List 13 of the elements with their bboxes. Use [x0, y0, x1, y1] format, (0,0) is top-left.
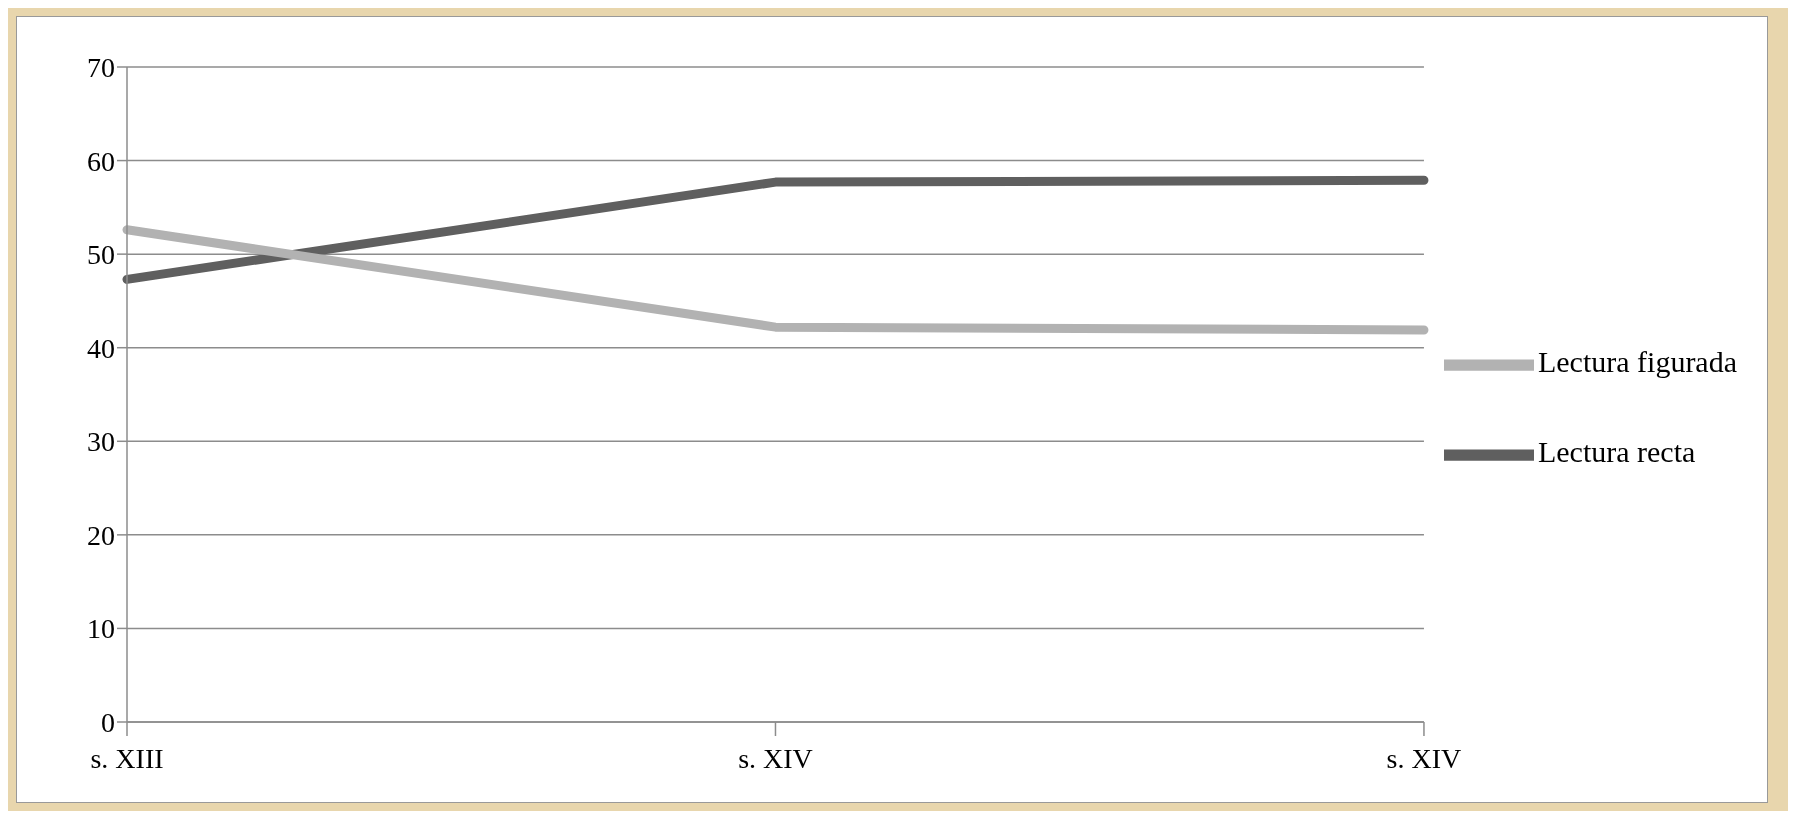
x-tick-label: s. XIV [738, 742, 813, 774]
y-tick-label: 40 [87, 332, 115, 364]
x-tick-label: s. XIII [90, 742, 164, 774]
y-tick-label: 70 [87, 51, 115, 83]
y-tick-label: 50 [87, 239, 115, 271]
legend-label: Lectura figurada [1537, 344, 1737, 378]
legend-label: Lectura recta [1537, 434, 1696, 468]
x-tick-label: s. XIV [1386, 742, 1462, 774]
y-tick-label: 0 [101, 706, 115, 738]
y-tick-label: 10 [87, 613, 115, 645]
y-tick-label: 30 [87, 426, 115, 458]
y-tick-label: 60 [87, 145, 115, 177]
y-tick-label: 20 [87, 519, 115, 551]
